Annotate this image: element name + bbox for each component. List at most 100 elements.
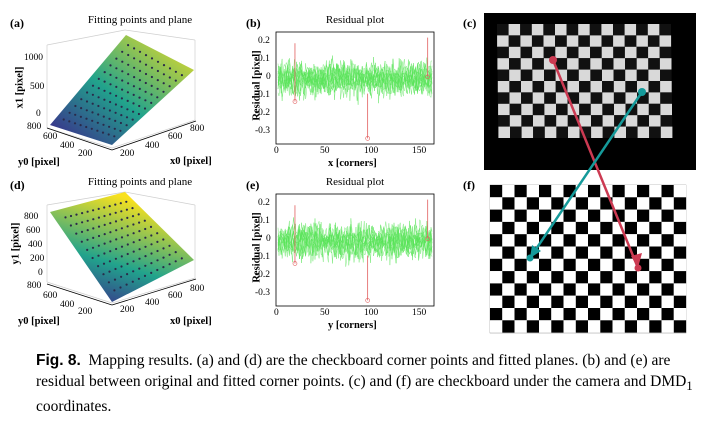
corner-point [156, 232, 159, 235]
corner-point [107, 281, 110, 284]
panel-e-xtick: 150 [412, 308, 427, 318]
corner-point [138, 87, 141, 90]
corner-point [92, 236, 95, 239]
checker-square [521, 126, 534, 138]
corner-point [144, 63, 148, 66]
corner-point [120, 227, 123, 230]
corner-point [127, 73, 130, 76]
checker-square [661, 197, 674, 210]
checker-square [567, 69, 579, 81]
checker-square [600, 246, 613, 259]
checker-square [673, 295, 687, 308]
checker-square [648, 46, 660, 59]
panel-b-ytick: 0.1 [258, 54, 270, 64]
corner-point [114, 220, 118, 223]
corner-point [120, 236, 124, 239]
checker-square [588, 246, 601, 259]
checker-square [502, 295, 515, 308]
panel-a-ztick: 500 [30, 82, 45, 92]
corner-point [103, 233, 106, 236]
corner-point [109, 100, 112, 104]
panel-a-ytick: 600 [43, 132, 58, 142]
checker-square [661, 283, 674, 296]
panel-a-ytick: 800 [27, 122, 42, 132]
corner-point [138, 230, 141, 233]
checker-square [578, 46, 591, 59]
checker-square [551, 258, 564, 272]
checker-square [521, 103, 533, 116]
corner-point [97, 225, 101, 228]
corner-point [125, 283, 128, 286]
corner-point [138, 50, 142, 53]
panel-e-ytick: -0.3 [255, 288, 271, 298]
panel-d-ytick: 800 [27, 281, 42, 291]
checker-square [625, 81, 637, 93]
panel-d-ztick: 200 [30, 254, 45, 264]
panel-a-corner-points [62, 44, 183, 138]
red-arrow-head [631, 253, 642, 268]
checker-square [588, 295, 601, 308]
checker-square [520, 46, 533, 59]
corner-point [131, 215, 135, 218]
residual-trace [277, 57, 433, 99]
corner-point [125, 208, 128, 211]
panel-e-ytick: -0.1 [255, 252, 271, 262]
corner-point [109, 231, 112, 234]
checker-square [531, 35, 544, 47]
corner-point [113, 278, 117, 281]
panel-a-xtick: 400 [145, 141, 160, 151]
corner-point [131, 280, 134, 283]
corner-point [127, 63, 130, 66]
checker-square [514, 185, 527, 198]
checker-square [575, 221, 589, 235]
corner-point [138, 248, 141, 251]
checker-square [660, 81, 672, 93]
checker-square [555, 81, 568, 93]
checker-square [526, 258, 540, 272]
corner-point [126, 273, 129, 276]
checker-square [502, 185, 515, 198]
corner-point [144, 264, 147, 267]
corner-point [103, 214, 106, 218]
checker-square [613, 69, 626, 81]
checker-square [589, 35, 602, 47]
checker-square [647, 24, 660, 36]
corner-point [80, 107, 83, 110]
caption-text-end: coordinates. [36, 398, 112, 416]
checker-square [563, 295, 576, 308]
checker-square [659, 24, 671, 36]
corner-point [103, 71, 106, 74]
checker-square [555, 69, 568, 81]
checker-square [490, 271, 503, 284]
corner-point [127, 82, 130, 85]
checker-square [490, 283, 503, 296]
checker-square [661, 308, 674, 321]
corner-point [97, 87, 100, 90]
checker-square [600, 295, 613, 308]
corner-point [119, 121, 122, 125]
corner-point [108, 117, 111, 120]
corner-point [162, 266, 165, 269]
corner-point [132, 250, 135, 253]
checker-square [544, 103, 556, 116]
checker-square [539, 209, 552, 222]
checker-square [591, 115, 603, 127]
corner-point [91, 84, 95, 87]
checker-square [575, 295, 589, 308]
checker-square [502, 246, 515, 259]
checker-square [520, 69, 533, 81]
checker-square [563, 320, 576, 333]
checker-square [539, 271, 552, 284]
corner-point [80, 230, 84, 233]
panel-d-xtick: 200 [120, 305, 135, 315]
checker-square [624, 295, 638, 308]
checker-square [626, 126, 638, 138]
corner-point [137, 112, 140, 116]
checker-square [612, 295, 625, 308]
corner-point [138, 257, 141, 260]
panel-b-ytick: -0.3 [255, 126, 271, 136]
checker-square [602, 115, 615, 127]
corner-point [132, 93, 135, 96]
checker-square [502, 283, 515, 296]
corner-point [81, 221, 84, 224]
